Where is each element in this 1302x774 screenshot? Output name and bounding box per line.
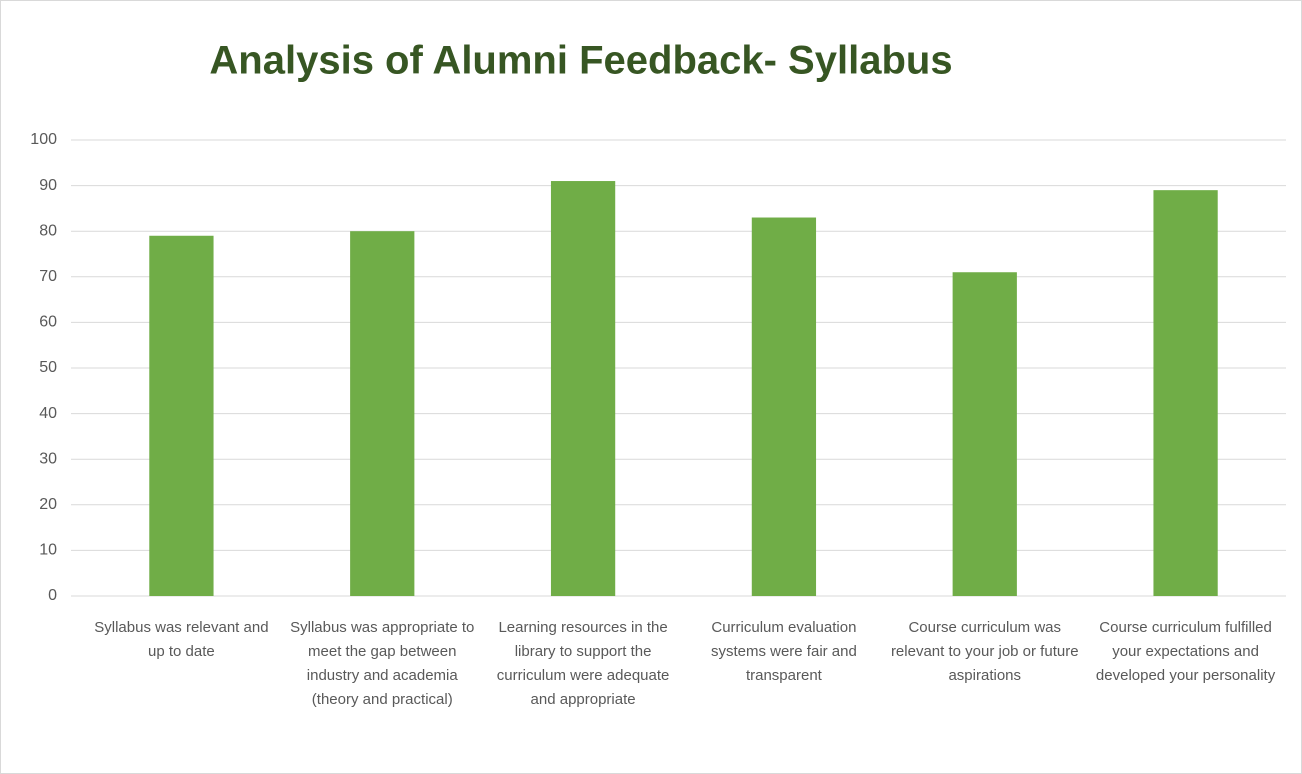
y-tick-label: 40 xyxy=(39,405,57,422)
y-tick-label: 80 xyxy=(39,222,57,239)
chart-title: Analysis of Alumni Feedback- Syllabus xyxy=(209,39,952,83)
bar xyxy=(149,235,214,596)
x-tick-label: Syllabus was appropriate to meet the gap… xyxy=(290,619,475,708)
y-tick-label: 30 xyxy=(39,450,57,467)
y-tick-label: 50 xyxy=(39,359,57,376)
bar xyxy=(550,181,616,597)
y-tick-label: 0 xyxy=(48,587,57,604)
y-tick-label: 70 xyxy=(39,268,57,285)
y-tick-label: 60 xyxy=(39,314,57,331)
bar xyxy=(350,231,415,596)
bar xyxy=(751,217,817,596)
x-tick-label: Curriculum evaluation systems were fair … xyxy=(710,619,857,684)
x-tick-label: Course curriculum fulfilled your expecta… xyxy=(1095,619,1276,684)
x-tick-label: Learning resources in the library to sup… xyxy=(496,619,670,708)
x-tick-label: Course curriculum was relevant to your j… xyxy=(890,619,1079,684)
y-tick-label: 90 xyxy=(39,177,57,194)
y-tick-label: 10 xyxy=(39,542,57,559)
bar xyxy=(952,272,1017,596)
y-tick-label: 100 xyxy=(30,131,57,148)
x-tick-label: Syllabus was relevant and up to date xyxy=(94,619,269,660)
bar xyxy=(1153,190,1218,596)
y-tick-label: 20 xyxy=(39,496,57,513)
